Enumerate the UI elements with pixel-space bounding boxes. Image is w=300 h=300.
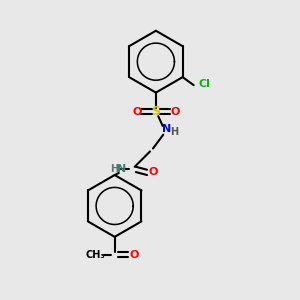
Text: O: O <box>148 167 158 177</box>
Text: H: H <box>111 164 119 174</box>
Text: O: O <box>132 107 141 117</box>
Text: H: H <box>170 127 178 137</box>
Text: O: O <box>129 250 139 260</box>
Text: N: N <box>116 164 126 174</box>
Text: O: O <box>170 107 180 117</box>
Text: Cl: Cl <box>198 79 210 89</box>
Text: N: N <box>162 124 171 134</box>
Text: S: S <box>152 105 160 118</box>
Text: CH₃: CH₃ <box>86 250 105 260</box>
